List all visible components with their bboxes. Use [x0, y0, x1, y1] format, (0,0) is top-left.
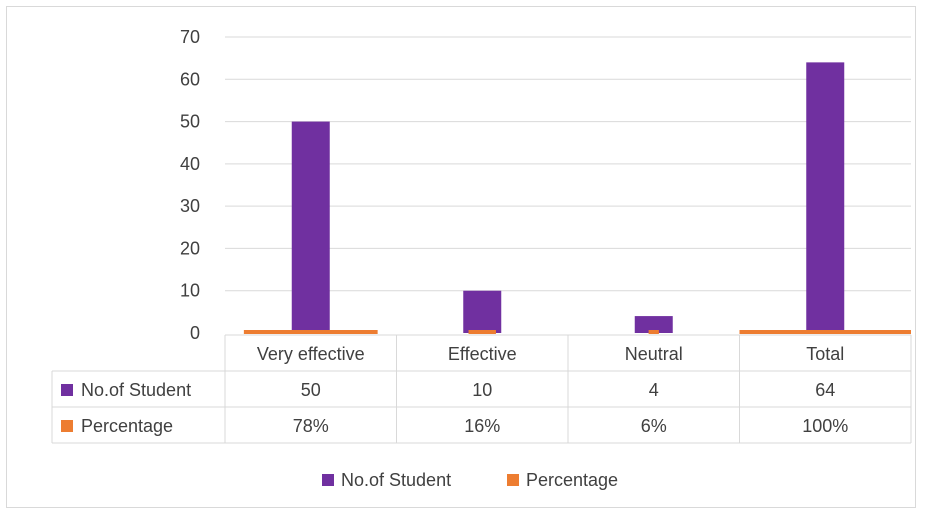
- category-label: Total: [806, 344, 844, 364]
- row-label: No.of Student: [81, 380, 191, 400]
- bar-no-of-student: [463, 290, 502, 333]
- table-cell: 10: [472, 380, 492, 400]
- y-tick-label: 60: [180, 69, 200, 89]
- table-cell: 50: [301, 380, 321, 400]
- bars: [243, 62, 911, 334]
- y-axis-ticks: 0 10 20 30 40 50 60 70: [180, 27, 200, 343]
- table-cell: 78%: [293, 416, 329, 436]
- legend: No.of Student Percentage: [322, 470, 618, 490]
- y-tick-label: 30: [180, 196, 200, 216]
- bar-no-of-student: [291, 121, 330, 333]
- y-tick-label: 70: [180, 27, 200, 47]
- category-label: Very effective: [257, 344, 365, 364]
- bar-percentage: [739, 330, 911, 334]
- table-cell: 100%: [802, 416, 848, 436]
- row-legend-key: [61, 384, 73, 396]
- chart-frame: [6, 6, 916, 508]
- legend-label: Percentage: [526, 470, 618, 490]
- data-table: Very effective Effective Neutral Total No.of…: [51, 334, 912, 444]
- legend-swatch: [507, 474, 519, 486]
- legend-label: No.of Student: [341, 470, 451, 490]
- y-tick-label: 0: [190, 323, 200, 343]
- row-label: Percentage: [81, 416, 173, 436]
- category-label: Neutral: [625, 344, 683, 364]
- table-cell: 64: [815, 380, 835, 400]
- category-label: Effective: [448, 344, 517, 364]
- bar-percentage: [243, 330, 378, 334]
- y-tick-label: 10: [180, 281, 200, 301]
- row-legend-key: [61, 420, 73, 432]
- table-cell: 6%: [641, 416, 667, 436]
- legend-swatch: [322, 474, 334, 486]
- table-cell: 16%: [464, 416, 500, 436]
- y-tick-label: 40: [180, 154, 200, 174]
- bar-no-of-student: [806, 62, 845, 333]
- bar-no-of-student: [634, 316, 673, 333]
- grid-lines: [225, 36, 911, 292]
- y-tick-label: 50: [180, 112, 200, 132]
- bar-percentage: [468, 330, 496, 334]
- bar-percentage: [648, 330, 659, 334]
- y-tick-label: 20: [180, 238, 200, 258]
- table-cell: 4: [649, 380, 659, 400]
